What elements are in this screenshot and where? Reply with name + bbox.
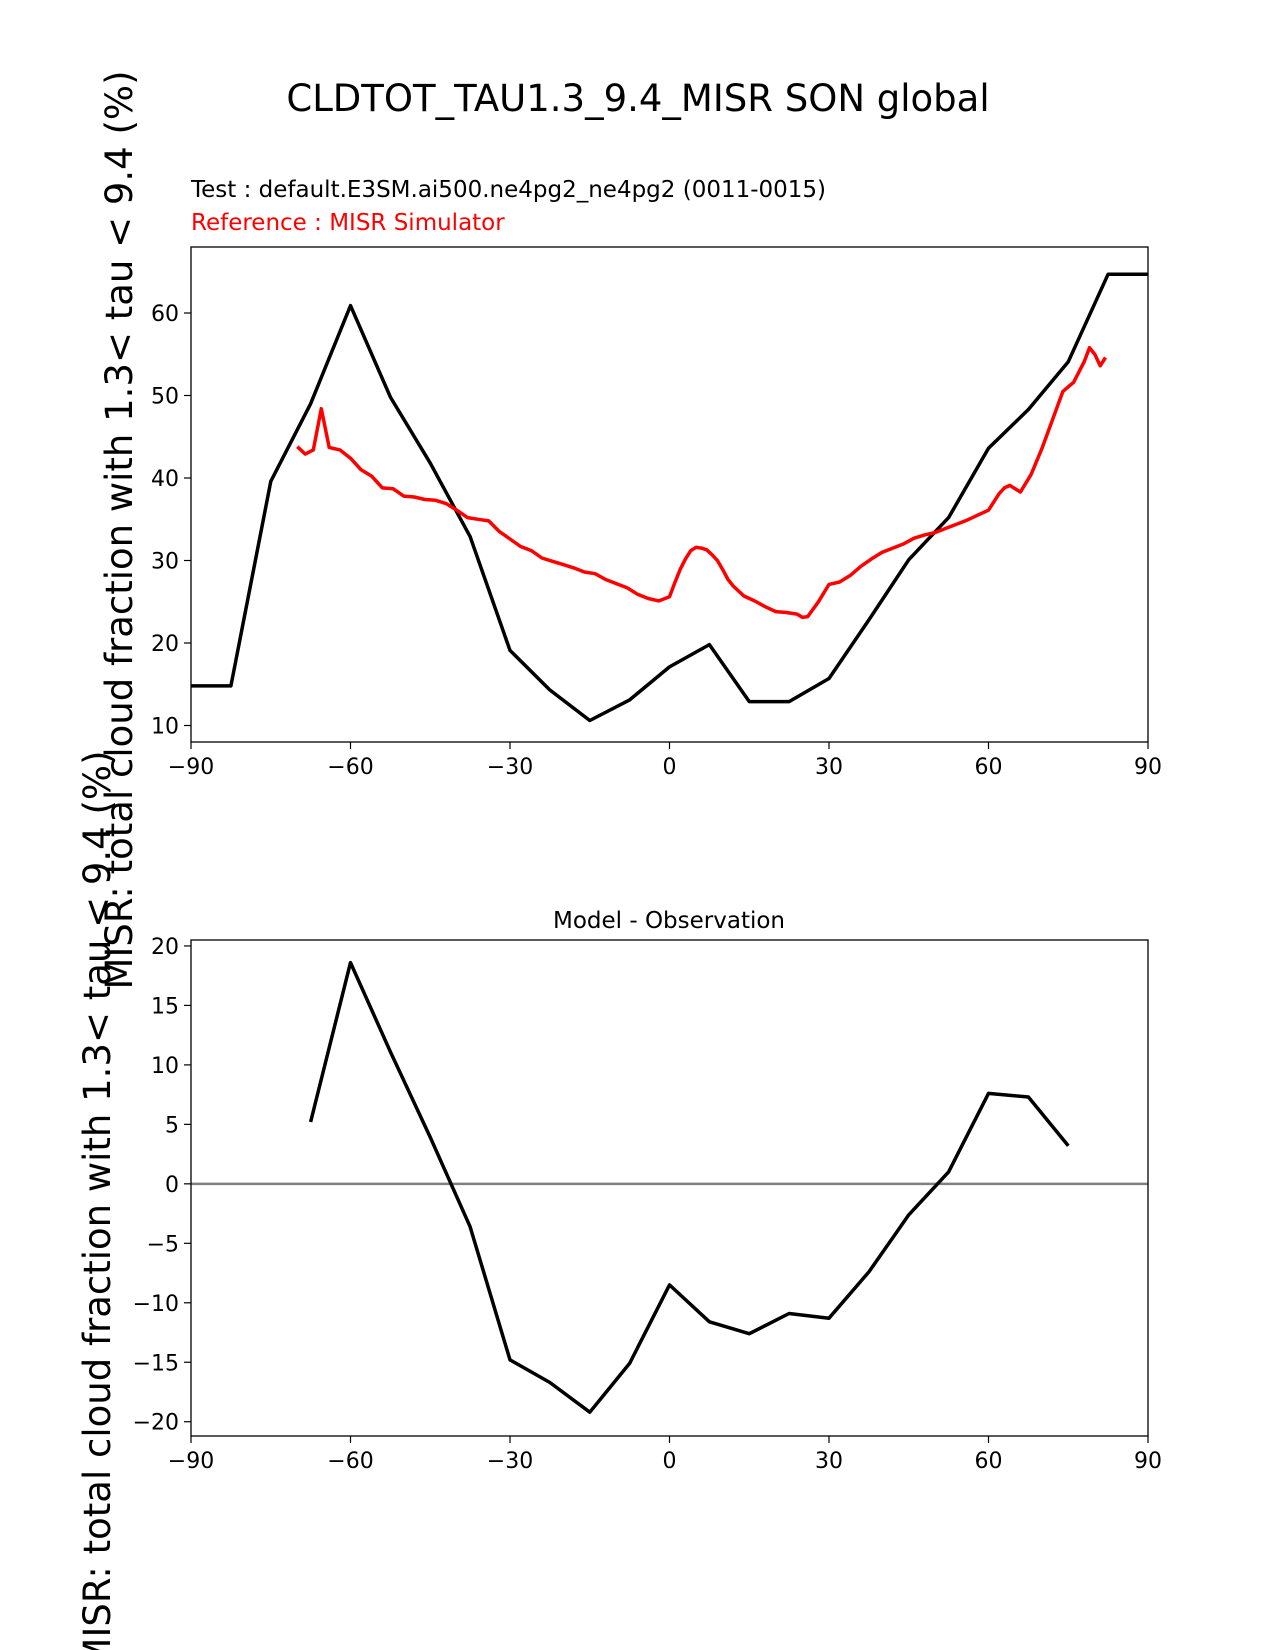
series-line-0 — [191, 272, 1148, 723]
y-tick-label: 20 — [151, 935, 179, 960]
y-tick-label: 15 — [151, 994, 179, 1019]
y-tick-label: 20 — [151, 632, 179, 657]
plot-frame — [190, 939, 1149, 1437]
top-panel: Test : default.E3SM.ai500.ne4pg2_ne4pg2 … — [151, 177, 1162, 780]
x-tick-label: −60 — [327, 1449, 373, 1474]
y-tick-label: 60 — [151, 302, 179, 327]
test-label: Test : default.E3SM.ai500.ne4pg2_ne4pg2 … — [190, 177, 826, 203]
y-tick-label: −5 — [147, 1232, 179, 1257]
figure-title: CLDTOT_TAU1.3_9.4_MISR SON global — [286, 77, 989, 120]
x-tick-label: 90 — [1134, 1449, 1162, 1474]
x-tick-label: 60 — [975, 755, 1003, 780]
x-tick-label: 60 — [975, 1449, 1003, 1474]
y-tick-label: 40 — [151, 467, 179, 492]
x-tick-label: −60 — [327, 755, 373, 780]
difference-title: Model - Observation — [553, 908, 785, 934]
x-tick-label: 30 — [815, 755, 843, 780]
y-axis-label-bottom: MISR: total cloud fraction with 1.3< tau… — [76, 751, 119, 1650]
y-tick-label: −15 — [133, 1351, 179, 1376]
y-tick-label: 30 — [151, 550, 179, 575]
x-tick-label: 30 — [815, 1449, 843, 1474]
y-tick-label: 50 — [151, 385, 179, 410]
y-tick-label: 5 — [165, 1113, 179, 1138]
x-tick-label: −30 — [487, 755, 533, 780]
y-tick-label: 10 — [151, 715, 179, 740]
x-tick-label: −90 — [168, 755, 214, 780]
x-tick-label: −90 — [168, 1449, 214, 1474]
bottom-panel: Model - Observation −90 −60 −30 0 30 60 90−20−… — [133, 908, 1162, 1474]
x-tick-label: 0 — [663, 1449, 677, 1474]
series-line-0 — [308, 960, 1070, 1414]
x-tick-label: 0 — [663, 755, 677, 780]
reference-label: Reference : MISR Simulator — [191, 210, 505, 236]
y-axis-label-top: MISR: total cloud fraction with 1.3< tau… — [98, 71, 141, 990]
y-tick-label: −20 — [133, 1411, 179, 1436]
top-plot-area: −90 −60 −30 0 30 60 90 10 20 30 40 50 60 — [151, 246, 1162, 780]
y-tick-label: 0 — [165, 1173, 179, 1198]
series-line-1 — [296, 345, 1107, 620]
x-tick-label: 90 — [1134, 755, 1162, 780]
bottom-plot-area: −90 −60 −30 0 30 60 90 −20 −15 −10 −5 0 5 10 15 20 — [133, 935, 1162, 1474]
y-tick-label: 10 — [151, 1054, 179, 1079]
y-tick-label: −10 — [133, 1292, 179, 1317]
x-tick-label: −30 — [487, 1449, 533, 1474]
